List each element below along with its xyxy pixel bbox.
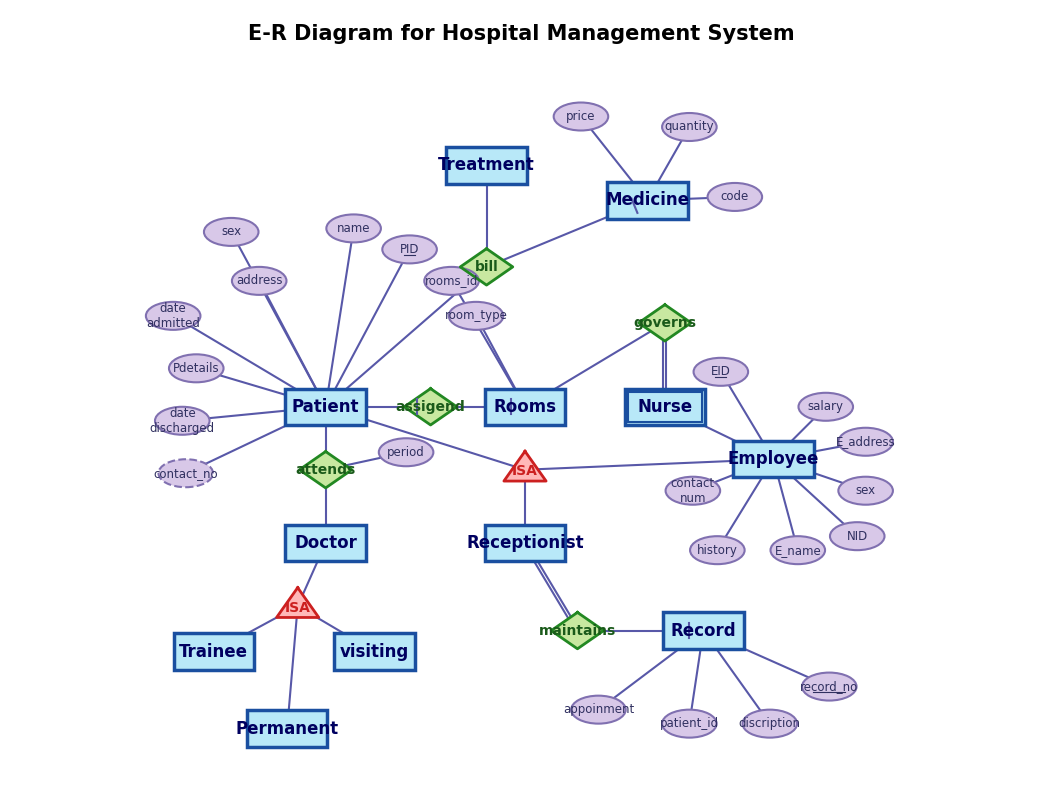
Text: ISA: ISA bbox=[285, 600, 311, 615]
Text: Patient: Patient bbox=[292, 398, 360, 416]
Text: attends: attends bbox=[295, 462, 356, 477]
Text: sex: sex bbox=[855, 484, 876, 497]
Ellipse shape bbox=[839, 477, 893, 505]
Text: E-R Diagram for Hospital Management System: E-R Diagram for Hospital Management Syst… bbox=[248, 24, 795, 43]
Polygon shape bbox=[405, 389, 457, 425]
Text: history: history bbox=[697, 544, 737, 557]
Text: assigend: assigend bbox=[395, 400, 465, 413]
Text: salary: salary bbox=[807, 400, 844, 413]
Ellipse shape bbox=[743, 709, 797, 738]
Text: visiting: visiting bbox=[340, 642, 409, 660]
Ellipse shape bbox=[771, 537, 825, 564]
Text: price: price bbox=[566, 110, 596, 123]
Text: contact_no: contact_no bbox=[153, 467, 218, 480]
FancyBboxPatch shape bbox=[286, 525, 366, 561]
Text: Medicine: Medicine bbox=[605, 192, 689, 209]
Text: rooms_id: rooms_id bbox=[425, 275, 479, 287]
Ellipse shape bbox=[802, 672, 856, 701]
FancyBboxPatch shape bbox=[663, 612, 744, 649]
Ellipse shape bbox=[425, 267, 479, 295]
Ellipse shape bbox=[383, 235, 437, 264]
Ellipse shape bbox=[232, 267, 287, 295]
FancyBboxPatch shape bbox=[485, 525, 565, 561]
Ellipse shape bbox=[694, 358, 748, 386]
Text: Trainee: Trainee bbox=[179, 642, 248, 660]
Text: Nurse: Nurse bbox=[637, 398, 693, 416]
Ellipse shape bbox=[448, 302, 504, 330]
Ellipse shape bbox=[662, 113, 717, 141]
Text: E_address: E_address bbox=[835, 436, 896, 448]
Text: Permanent: Permanent bbox=[236, 720, 339, 738]
FancyBboxPatch shape bbox=[446, 148, 527, 184]
Ellipse shape bbox=[379, 438, 434, 466]
Text: maintains: maintains bbox=[539, 623, 616, 638]
Text: NID: NID bbox=[847, 529, 868, 543]
Text: bill: bill bbox=[475, 260, 499, 274]
Text: contact
num: contact num bbox=[671, 477, 714, 505]
Ellipse shape bbox=[554, 103, 608, 130]
Polygon shape bbox=[276, 588, 319, 618]
Text: quantity: quantity bbox=[664, 121, 714, 133]
Text: E_name: E_name bbox=[774, 544, 821, 557]
Ellipse shape bbox=[839, 428, 893, 456]
Text: Treatment: Treatment bbox=[438, 156, 535, 174]
Text: room_type: room_type bbox=[444, 309, 508, 323]
FancyBboxPatch shape bbox=[173, 634, 253, 670]
Polygon shape bbox=[552, 612, 604, 649]
Ellipse shape bbox=[707, 183, 762, 211]
Text: Record: Record bbox=[671, 622, 736, 640]
Polygon shape bbox=[460, 249, 513, 285]
Text: sex: sex bbox=[221, 226, 241, 238]
Text: Doctor: Doctor bbox=[294, 534, 357, 552]
Text: Employee: Employee bbox=[728, 451, 819, 468]
Ellipse shape bbox=[169, 354, 223, 383]
FancyBboxPatch shape bbox=[335, 634, 415, 670]
Ellipse shape bbox=[665, 477, 720, 505]
FancyBboxPatch shape bbox=[733, 441, 814, 477]
FancyBboxPatch shape bbox=[247, 710, 328, 746]
Ellipse shape bbox=[572, 696, 626, 724]
Text: discription: discription bbox=[738, 717, 801, 730]
Text: name: name bbox=[337, 222, 370, 235]
Polygon shape bbox=[299, 451, 351, 488]
Text: ISA: ISA bbox=[512, 464, 538, 478]
Text: date
admitted: date admitted bbox=[146, 302, 200, 330]
Text: PID: PID bbox=[399, 243, 419, 256]
Ellipse shape bbox=[159, 459, 213, 488]
FancyBboxPatch shape bbox=[607, 182, 687, 219]
Text: Pdetails: Pdetails bbox=[173, 362, 220, 375]
Ellipse shape bbox=[662, 709, 717, 738]
Ellipse shape bbox=[830, 522, 884, 550]
Text: Receptionist: Receptionist bbox=[466, 534, 584, 552]
Ellipse shape bbox=[690, 537, 745, 564]
Text: governs: governs bbox=[633, 316, 697, 330]
Ellipse shape bbox=[204, 218, 259, 246]
Text: patient_id: patient_id bbox=[660, 717, 719, 730]
Text: EID: EID bbox=[711, 365, 731, 378]
FancyBboxPatch shape bbox=[625, 389, 705, 425]
Text: code: code bbox=[721, 190, 749, 204]
FancyBboxPatch shape bbox=[485, 389, 565, 425]
Text: appoinment: appoinment bbox=[563, 703, 634, 716]
Ellipse shape bbox=[799, 393, 853, 421]
Ellipse shape bbox=[326, 215, 381, 242]
FancyBboxPatch shape bbox=[286, 389, 366, 425]
Text: address: address bbox=[236, 275, 283, 287]
Polygon shape bbox=[638, 305, 692, 341]
Text: Rooms: Rooms bbox=[493, 398, 557, 416]
Text: record_no: record_no bbox=[800, 680, 858, 693]
Ellipse shape bbox=[146, 302, 200, 330]
Polygon shape bbox=[504, 451, 547, 481]
Ellipse shape bbox=[155, 407, 210, 435]
Text: period: period bbox=[387, 446, 425, 458]
Text: date
discharged: date discharged bbox=[150, 407, 215, 435]
